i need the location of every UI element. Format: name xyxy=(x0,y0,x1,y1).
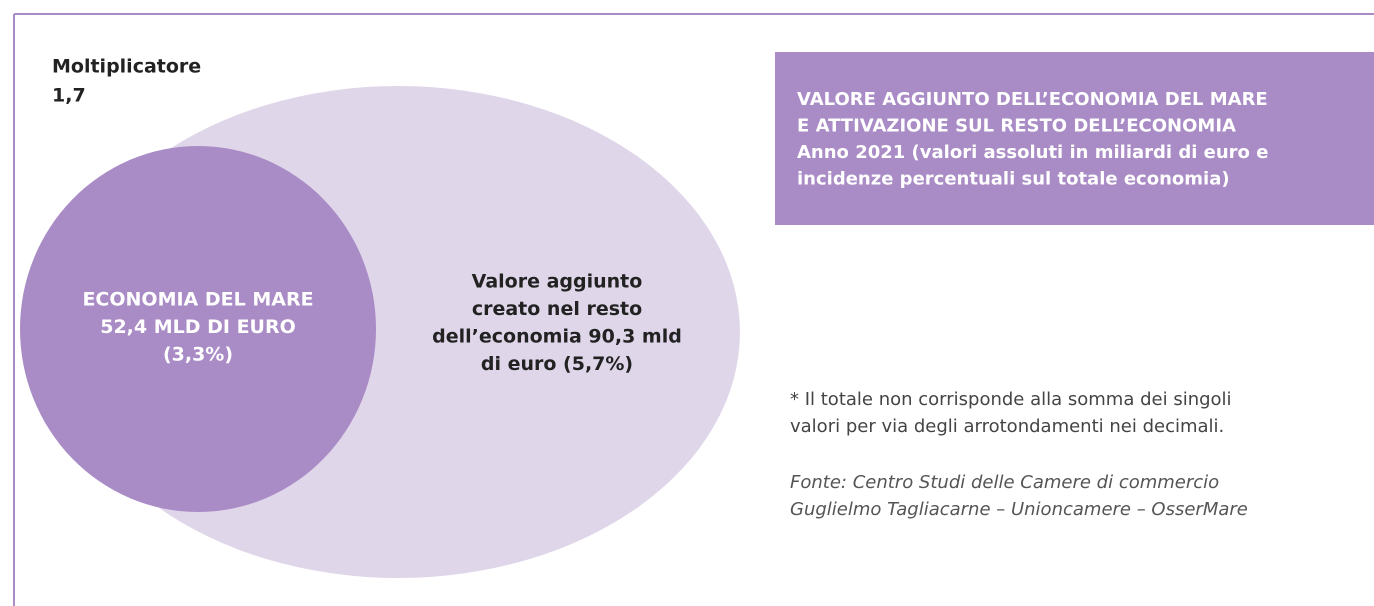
text-line: Anno 2021 (valori assoluti in miliardi d… xyxy=(797,142,1268,163)
note-text: * Il totale non corrisponde alla somma d… xyxy=(790,389,1232,437)
text-line: di euro (5,7%) xyxy=(481,353,633,375)
text-line: E ATTIVAZIONE SUL RESTO DELL’ECONOMIA xyxy=(797,116,1236,137)
title-box xyxy=(775,52,1374,225)
text-line: Valore aggiunto xyxy=(472,271,643,293)
multiplier-value: 1,7 xyxy=(52,85,86,107)
text-line: incidenze percentuali sul totale economi… xyxy=(797,169,1230,190)
text-line: dell’economia 90,3 mld xyxy=(432,326,682,348)
text-line: VALORE AGGIUNTO DELL’ECONOMIA DEL MARE xyxy=(797,89,1268,110)
text-line: 52,4 MLD DI EURO xyxy=(100,316,296,338)
source-text: Fonte: Centro Studi delle Camere di comm… xyxy=(790,472,1248,520)
text-line: creato nel resto xyxy=(472,298,642,320)
text-line: ECONOMIA DEL MARE xyxy=(82,289,313,311)
text-line: (3,3%) xyxy=(163,344,233,366)
multiplier-label: Moltiplicatore xyxy=(52,56,201,78)
text-line: Guglielmo Tagliacarne – Unioncamere – Os… xyxy=(790,499,1248,520)
title-text: VALORE AGGIUNTO DELL’ECONOMIA DEL MARE E … xyxy=(797,89,1268,190)
text-line: Fonte: Centro Studi delle Camere di comm… xyxy=(790,472,1219,493)
inner-circle xyxy=(20,146,376,512)
outer-text: Valore aggiunto creato nel resto dell’econ… xyxy=(432,271,682,376)
inner-text: ECONOMIA DEL MARE 52,4 MLD DI EURO (3,3%) xyxy=(82,289,313,366)
text-line: valori per via degli arrotondamenti nei … xyxy=(790,416,1224,437)
text-line: * Il totale non corrisponde alla somma d… xyxy=(790,389,1232,410)
